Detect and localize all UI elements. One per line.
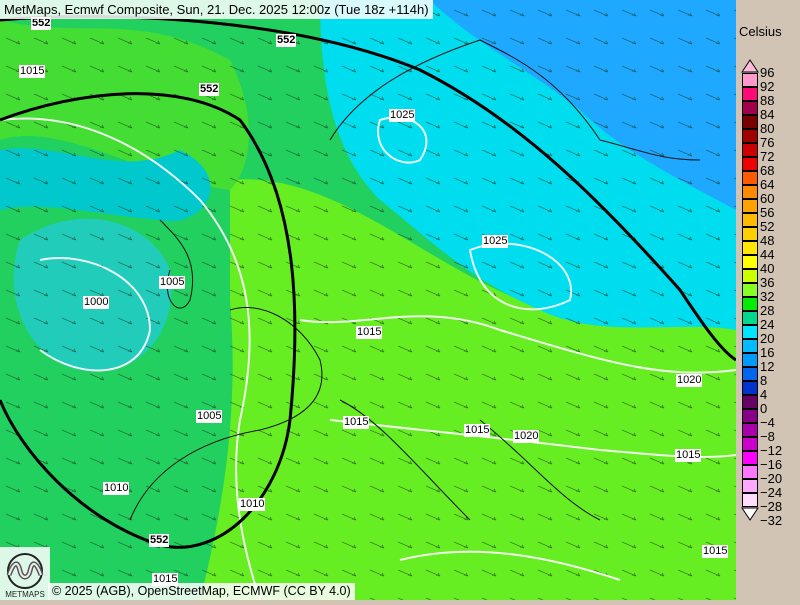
legend-label: 80: [760, 121, 775, 136]
legend-label: 84: [760, 107, 775, 122]
contour-label: 552: [199, 83, 220, 96]
legend-swatch: [742, 409, 758, 423]
legend-label: 48: [760, 233, 775, 248]
copyright-notice: © 2025 (AGB), OpenStreetMap, ECMWF (CC B…: [48, 583, 355, 600]
legend-swatch: [742, 283, 758, 297]
legend-label: 52: [760, 219, 775, 234]
legend-swatch: [742, 437, 758, 451]
legend-swatch: [742, 227, 758, 241]
contour-label: 1015: [702, 545, 729, 558]
legend-label: 4: [760, 387, 768, 402]
legend-swatch: [742, 297, 758, 311]
legend-swatch: [742, 367, 758, 381]
contour-label: 1020: [513, 430, 540, 443]
contour-label: 1010: [239, 498, 266, 511]
legend-label: 56: [760, 205, 775, 220]
legend-label: 8: [760, 373, 768, 388]
legend-label: 40: [760, 261, 775, 276]
legend-swatch: [742, 381, 758, 395]
contour-label: 1015: [152, 573, 179, 586]
legend-swatch: [742, 423, 758, 437]
svg-text:METMAPS: METMAPS: [5, 590, 45, 599]
wind-arrows: [0, 0, 736, 600]
legend-label: 0: [760, 401, 768, 416]
contour-label: 1015: [464, 424, 491, 437]
legend-label: 28: [760, 303, 775, 318]
legend-top-arrow: [741, 59, 759, 73]
legend-label: 32: [760, 289, 775, 304]
legend-label: 44: [760, 247, 775, 262]
contour-label: 1005: [159, 276, 186, 289]
contour-label: 1020: [676, 374, 703, 387]
legend-label: −4: [760, 415, 775, 430]
legend-label: −28: [760, 499, 783, 514]
legend-swatch: [742, 213, 758, 227]
legend-swatch: [742, 255, 758, 269]
legend-swatch: [742, 115, 758, 129]
legend-label: 60: [760, 191, 775, 206]
contour-label: 1015: [675, 449, 702, 462]
weather-map[interactable]: [0, 0, 736, 600]
legend-swatch: [742, 171, 758, 185]
legend-swatch: [742, 269, 758, 283]
contour-label: 1015: [356, 326, 383, 339]
contour-label: 1010: [103, 482, 130, 495]
contour-label: 1025: [482, 235, 509, 248]
legend-swatch: [742, 129, 758, 143]
legend-swatch: [742, 465, 758, 479]
legend-label: 72: [760, 149, 775, 164]
legend-label: 16: [760, 345, 775, 360]
legend-swatch: [742, 73, 758, 87]
legend-label: 24: [760, 317, 775, 332]
legend-swatch: [742, 451, 758, 465]
legend-swatch: [742, 395, 758, 409]
legend-label: −12: [760, 443, 783, 458]
legend-swatch: [742, 479, 758, 493]
legend-swatch: [742, 493, 758, 507]
legend-label: 92: [760, 79, 775, 94]
metmaps-logo: METMAPS: [0, 547, 50, 600]
legend-swatch: [742, 101, 758, 115]
legend-label: −8: [760, 429, 775, 444]
legend-swatch: [742, 311, 758, 325]
legend-label: 12: [760, 359, 775, 374]
contour-label: 552: [31, 17, 52, 30]
legend-label: 88: [760, 93, 775, 108]
legend-label: 68: [760, 163, 775, 178]
legend-bottom-arrow: [741, 507, 759, 521]
legend-swatch: [742, 241, 758, 255]
legend-swatch: [742, 353, 758, 367]
legend-label: −16: [760, 457, 783, 472]
contour-label: 552: [276, 34, 297, 47]
color-legend: Celsius 96 92 88 84 80 76 72 68 64 60 56 52 48 44 40 36…: [736, 0, 800, 600]
legend-swatch: [742, 87, 758, 101]
contour-label: 1015: [19, 65, 46, 78]
legend-label: 76: [760, 135, 775, 150]
legend-swatch: [742, 157, 758, 171]
legend-swatch: [742, 325, 758, 339]
contour-label: 1000: [83, 296, 110, 309]
legend-swatch: [742, 339, 758, 353]
legend-swatch: [742, 143, 758, 157]
legend-label: 20: [760, 331, 775, 346]
legend-label: 96: [760, 65, 775, 80]
legend-label: −24: [760, 485, 783, 500]
legend-label: −20: [760, 471, 783, 486]
legend-swatch: [742, 185, 758, 199]
contour-label: 1005: [196, 410, 223, 423]
legend-swatch: [742, 199, 758, 213]
contour-label: 1025: [389, 109, 416, 122]
legend-label: 64: [760, 177, 775, 192]
legend-label: −32: [760, 513, 783, 528]
contour-label: 552: [149, 534, 170, 547]
coastlines: [129, 39, 701, 521]
map-title: MetMaps, Ecmwf Composite, Sun, 21. Dec. …: [0, 0, 433, 19]
legend-label: 36: [760, 275, 775, 290]
legend-unit: Celsius: [739, 24, 782, 39]
contour-label: 1015: [343, 416, 370, 429]
